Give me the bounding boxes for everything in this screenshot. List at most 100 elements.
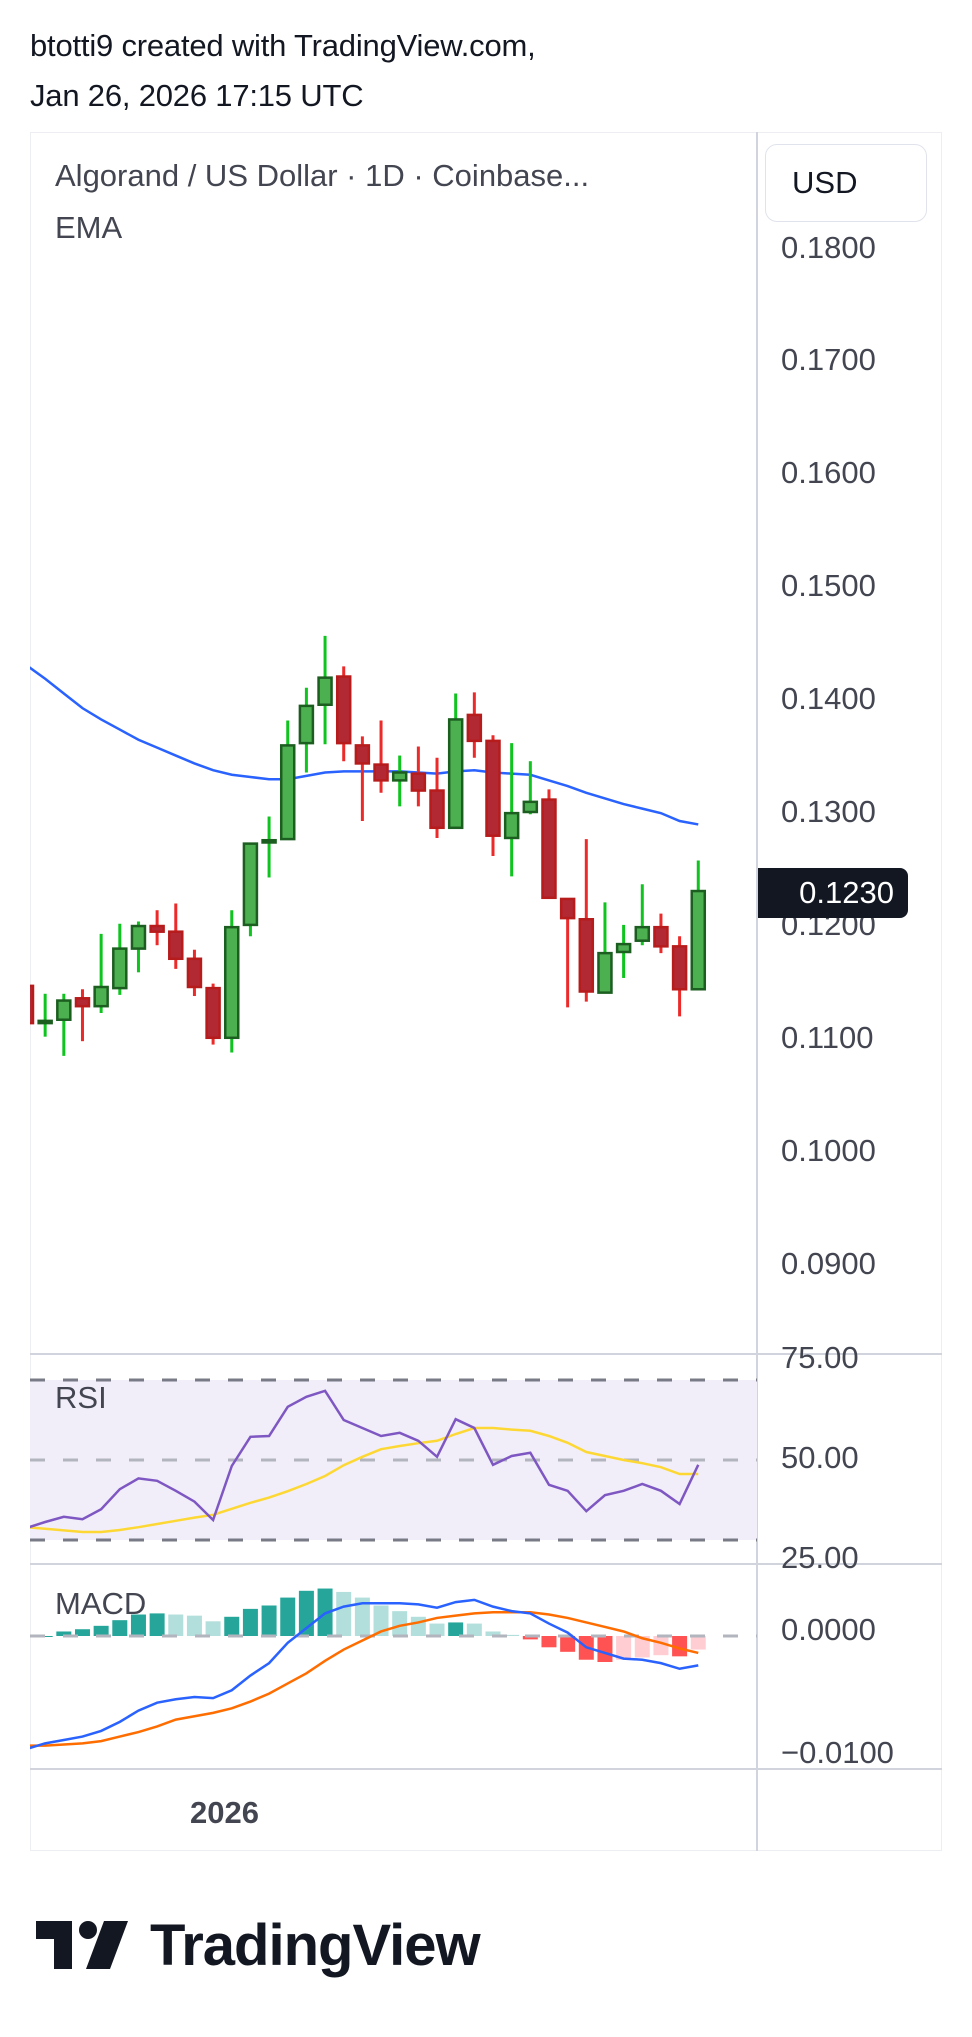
candle-up [503, 811, 520, 840]
candle-up [242, 842, 259, 927]
macd-histogram-bar [130, 1614, 146, 1636]
price-tick-label: 0.1500 [781, 568, 876, 604]
symbol-legend[interactable]: Algorand / US Dollar · 1D · Coinbase... [55, 158, 590, 193]
macd-histogram-bar [466, 1623, 482, 1636]
candle-up [298, 704, 315, 745]
macd-histogram-bar [373, 1605, 389, 1636]
rsi-tick-label: 75.00 [781, 1340, 859, 1375]
macd-tick-label: −0.0100 [781, 1735, 894, 1770]
candle-down [354, 744, 371, 765]
price-tick-label: 0.1400 [781, 681, 876, 717]
candle-down [485, 739, 501, 837]
candle-up [597, 951, 613, 994]
rsi-legend[interactable]: RSI [55, 1380, 107, 1415]
macd-histogram-bar [224, 1616, 240, 1636]
macd-histogram-bar [392, 1611, 408, 1636]
macd-histogram-bar [168, 1614, 184, 1636]
macd-histogram-bar [261, 1605, 277, 1636]
macd-histogram-bar [354, 1597, 370, 1636]
macd-histogram-bar [616, 1636, 632, 1660]
candle-up [447, 718, 464, 830]
macd-histogram-bar [186, 1615, 202, 1636]
macd-histogram-bar [597, 1636, 613, 1662]
macd-histogram-bar [205, 1621, 221, 1636]
macd-histogram-bar [410, 1616, 426, 1636]
candle-down [466, 713, 483, 743]
candle-up [112, 947, 128, 990]
macd-histogram-bar [93, 1625, 109, 1636]
candle-up [93, 985, 109, 1008]
time-axis-label: 2026 [190, 1795, 259, 1830]
macd-histogram-bar [485, 1631, 501, 1636]
candle-up [317, 676, 333, 706]
candle-up [224, 925, 240, 1040]
candle-down [168, 930, 184, 961]
macd-histogram-bar [74, 1629, 90, 1636]
candle-up [56, 999, 72, 1021]
ema-legend[interactable]: EMA [55, 210, 123, 245]
candle-down [559, 897, 576, 920]
rsi-pane [30, 1378, 757, 1542]
rsi-ma-line [30, 1426, 699, 1534]
candle-up [279, 744, 296, 841]
candle-down [186, 957, 203, 989]
tradingview-logo-icon [36, 1921, 128, 1969]
candle-up [634, 925, 651, 942]
macd-histogram-bar [672, 1636, 688, 1657]
candle-up [37, 1019, 53, 1025]
macd-histogram-bar [336, 1591, 352, 1636]
macd-tick-label: 0.0000 [781, 1612, 876, 1647]
timestamp-line: Jan 26, 2026 17:15 UTC [30, 78, 364, 113]
last-price-tag: 0.1230 [758, 868, 908, 918]
macd-histogram-bar [56, 1631, 72, 1636]
macd-histogram-bar [37, 1636, 53, 1637]
macd-histogram-bar [522, 1636, 538, 1640]
candle-down [541, 798, 557, 900]
macd-histogram-bar [504, 1634, 520, 1636]
price-tick-label: 0.1700 [781, 342, 876, 378]
price-tick-label: 0.1600 [781, 455, 876, 491]
macd-histogram-bar [112, 1620, 128, 1636]
macd-signal-line [30, 1611, 699, 1747]
macd-histogram-bar [560, 1636, 576, 1652]
price-tick-label: 0.1300 [781, 794, 876, 829]
price-tick-label: 0.1000 [781, 1132, 876, 1168]
rsi-tick-label: 50.00 [781, 1440, 859, 1475]
macd-histogram-bar [448, 1622, 464, 1636]
macd-histogram-bar [429, 1623, 445, 1636]
candle-down [335, 675, 352, 745]
price-tick-label: 0.0900 [781, 1245, 876, 1281]
macd-histogram-bar [242, 1608, 258, 1636]
candle-down [410, 772, 427, 792]
tradingview-logo-text: TradingView [150, 1912, 481, 1978]
candle-down [578, 918, 595, 993]
macd-pane [30, 1588, 757, 1750]
currency-button[interactable]: USD [765, 144, 927, 222]
tradingview-logo[interactable]: TradingView [36, 1913, 481, 1978]
candle-down [205, 986, 221, 1040]
macd-histogram-bar [690, 1636, 706, 1650]
macd-histogram-bar [634, 1636, 650, 1658]
candle-down [429, 789, 445, 830]
candle-down [653, 925, 669, 948]
candle-down [671, 945, 688, 991]
candle-up [522, 800, 539, 814]
candle-down [149, 924, 165, 933]
price-tick-label: 0.1100 [781, 1019, 874, 1055]
candle-up [391, 771, 408, 782]
macd-histogram-bar [541, 1636, 557, 1648]
author-line: btotti9 created with TradingView.com, [30, 28, 536, 63]
macd-histogram-bar [149, 1613, 165, 1636]
main-pane [30, 635, 707, 1056]
macd-histogram-bar [280, 1597, 296, 1636]
price-tick-label: 0.1800 [781, 229, 876, 265]
candle-down [74, 997, 91, 1008]
macd-legend[interactable]: MACD [55, 1586, 147, 1621]
candle-down [373, 763, 389, 782]
rsi-tick-label: 25.00 [781, 1540, 859, 1575]
rsi-line [30, 1389, 700, 1529]
candle-up [261, 838, 277, 844]
macd-line [30, 1598, 699, 1750]
candle-up [690, 889, 707, 991]
